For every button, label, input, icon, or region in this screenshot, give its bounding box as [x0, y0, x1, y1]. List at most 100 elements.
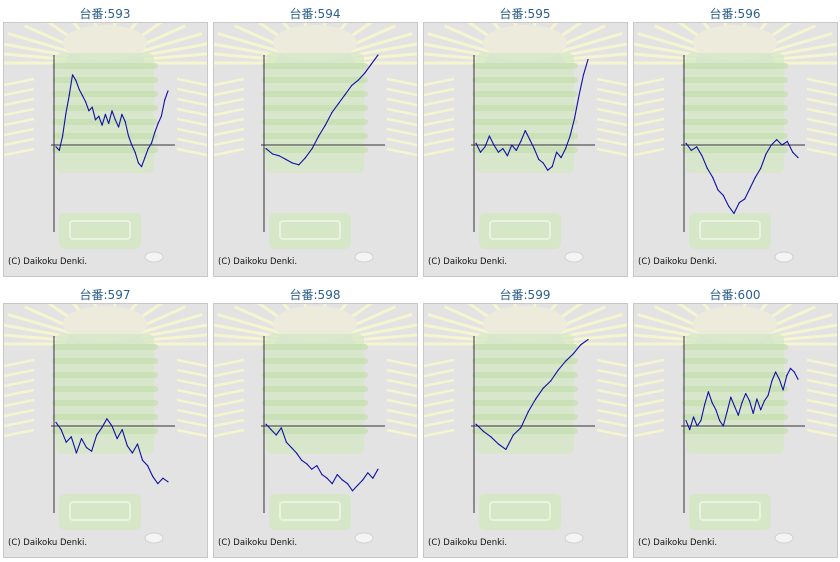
sun-ray [176, 97, 207, 107]
data-point [792, 151, 794, 153]
data-point [131, 144, 133, 146]
sun-ray [176, 428, 207, 438]
sun-ray [4, 368, 35, 378]
data-point [280, 427, 282, 429]
machine-stripe [682, 147, 788, 153]
bulb-cluster [483, 25, 567, 61]
data-point [578, 94, 580, 97]
data-point [550, 380, 552, 382]
sun-ray [634, 147, 665, 157]
data-point [68, 94, 70, 97]
data-point [331, 483, 333, 485]
machine-stripe [262, 105, 368, 111]
sun-ray [176, 137, 207, 147]
bulb-cluster [693, 306, 777, 342]
machine-stripe [682, 414, 788, 420]
sun-ray [766, 313, 833, 335]
data-point [275, 434, 277, 436]
data-point [726, 411, 728, 413]
data-point [497, 443, 499, 445]
machine-stripe [52, 386, 158, 392]
data-point [306, 463, 308, 465]
data-point [311, 148, 313, 150]
chart-panel: (C) Daikoku Denki. [633, 303, 838, 558]
data-point [776, 139, 778, 141]
sun-ray [806, 107, 837, 117]
data-point [362, 479, 364, 481]
sun-ray [637, 32, 704, 54]
chart-panel: (C) Daikoku Denki. [213, 303, 418, 558]
data-point [505, 448, 507, 450]
sun-ray [424, 137, 455, 147]
chart-panel: (C) Daikoku Denki. [3, 303, 208, 558]
sun-ray [424, 117, 455, 127]
sun-ray [596, 388, 627, 398]
data-point [75, 79, 77, 81]
data-point [150, 142, 153, 144]
sun-ray [806, 77, 837, 87]
sun-ray [561, 42, 627, 58]
data-point [157, 483, 159, 485]
sun-ray [4, 117, 35, 127]
machine-stripe [682, 119, 788, 125]
chart-cell: 台番:596 (C) Daikoku Denki. [630, 0, 840, 281]
data-point [542, 387, 544, 389]
sun-ray [214, 137, 245, 147]
data-point [91, 450, 93, 452]
data-point [101, 124, 103, 126]
data-point [88, 110, 90, 112]
tray [59, 213, 141, 249]
chart-svg [214, 304, 417, 544]
sun-ray [561, 323, 627, 339]
data-point [357, 79, 359, 81]
sun-ray [596, 97, 627, 107]
data-point [685, 420, 687, 422]
data-point [793, 371, 795, 373]
sun-ray [634, 42, 699, 58]
sun-ray [346, 32, 413, 54]
sun-ray [806, 398, 837, 408]
tray-inner [489, 220, 551, 240]
data-point [527, 411, 529, 413]
data-point [737, 414, 739, 416]
sun-ray [214, 378, 245, 388]
machine-stripe [262, 428, 368, 434]
series-line [475, 339, 589, 450]
sun-ray [424, 323, 489, 339]
data-point [321, 474, 323, 476]
sun-ray [136, 313, 203, 335]
sun-ray [634, 408, 665, 418]
sun-ray [806, 408, 837, 418]
data-point [377, 54, 379, 56]
sun-ray [596, 147, 627, 157]
sun-ray [4, 42, 69, 58]
data-point [160, 115, 162, 117]
data-point [538, 158, 540, 160]
data-point [377, 468, 379, 470]
sun-ray [424, 358, 455, 368]
chart-cell: 台番:598 (C) Daikoku Denki. [210, 281, 420, 562]
data-point [490, 436, 492, 438]
sun-ray [634, 368, 665, 378]
data-point [154, 131, 156, 133]
data-point [144, 157, 146, 159]
data-point [722, 425, 724, 427]
data-point [482, 430, 485, 432]
data-point [98, 115, 100, 117]
data-point [78, 88, 80, 90]
sun-ray [386, 378, 417, 388]
sun-ray [596, 117, 627, 127]
data-point [690, 149, 692, 151]
bulb-cluster [483, 306, 567, 342]
sun-ray [214, 418, 245, 428]
sun-ray [4, 127, 35, 137]
chart-cell: 台番:593 (C) Daikoku Denki. [0, 0, 210, 281]
data-point [728, 205, 730, 207]
data-point [351, 85, 353, 87]
data-point [733, 405, 736, 407]
sun-ray [4, 408, 35, 418]
sun-ray [634, 77, 665, 87]
sun-ray [176, 87, 207, 97]
chart-svg [424, 304, 627, 544]
sun-ray [806, 428, 837, 438]
